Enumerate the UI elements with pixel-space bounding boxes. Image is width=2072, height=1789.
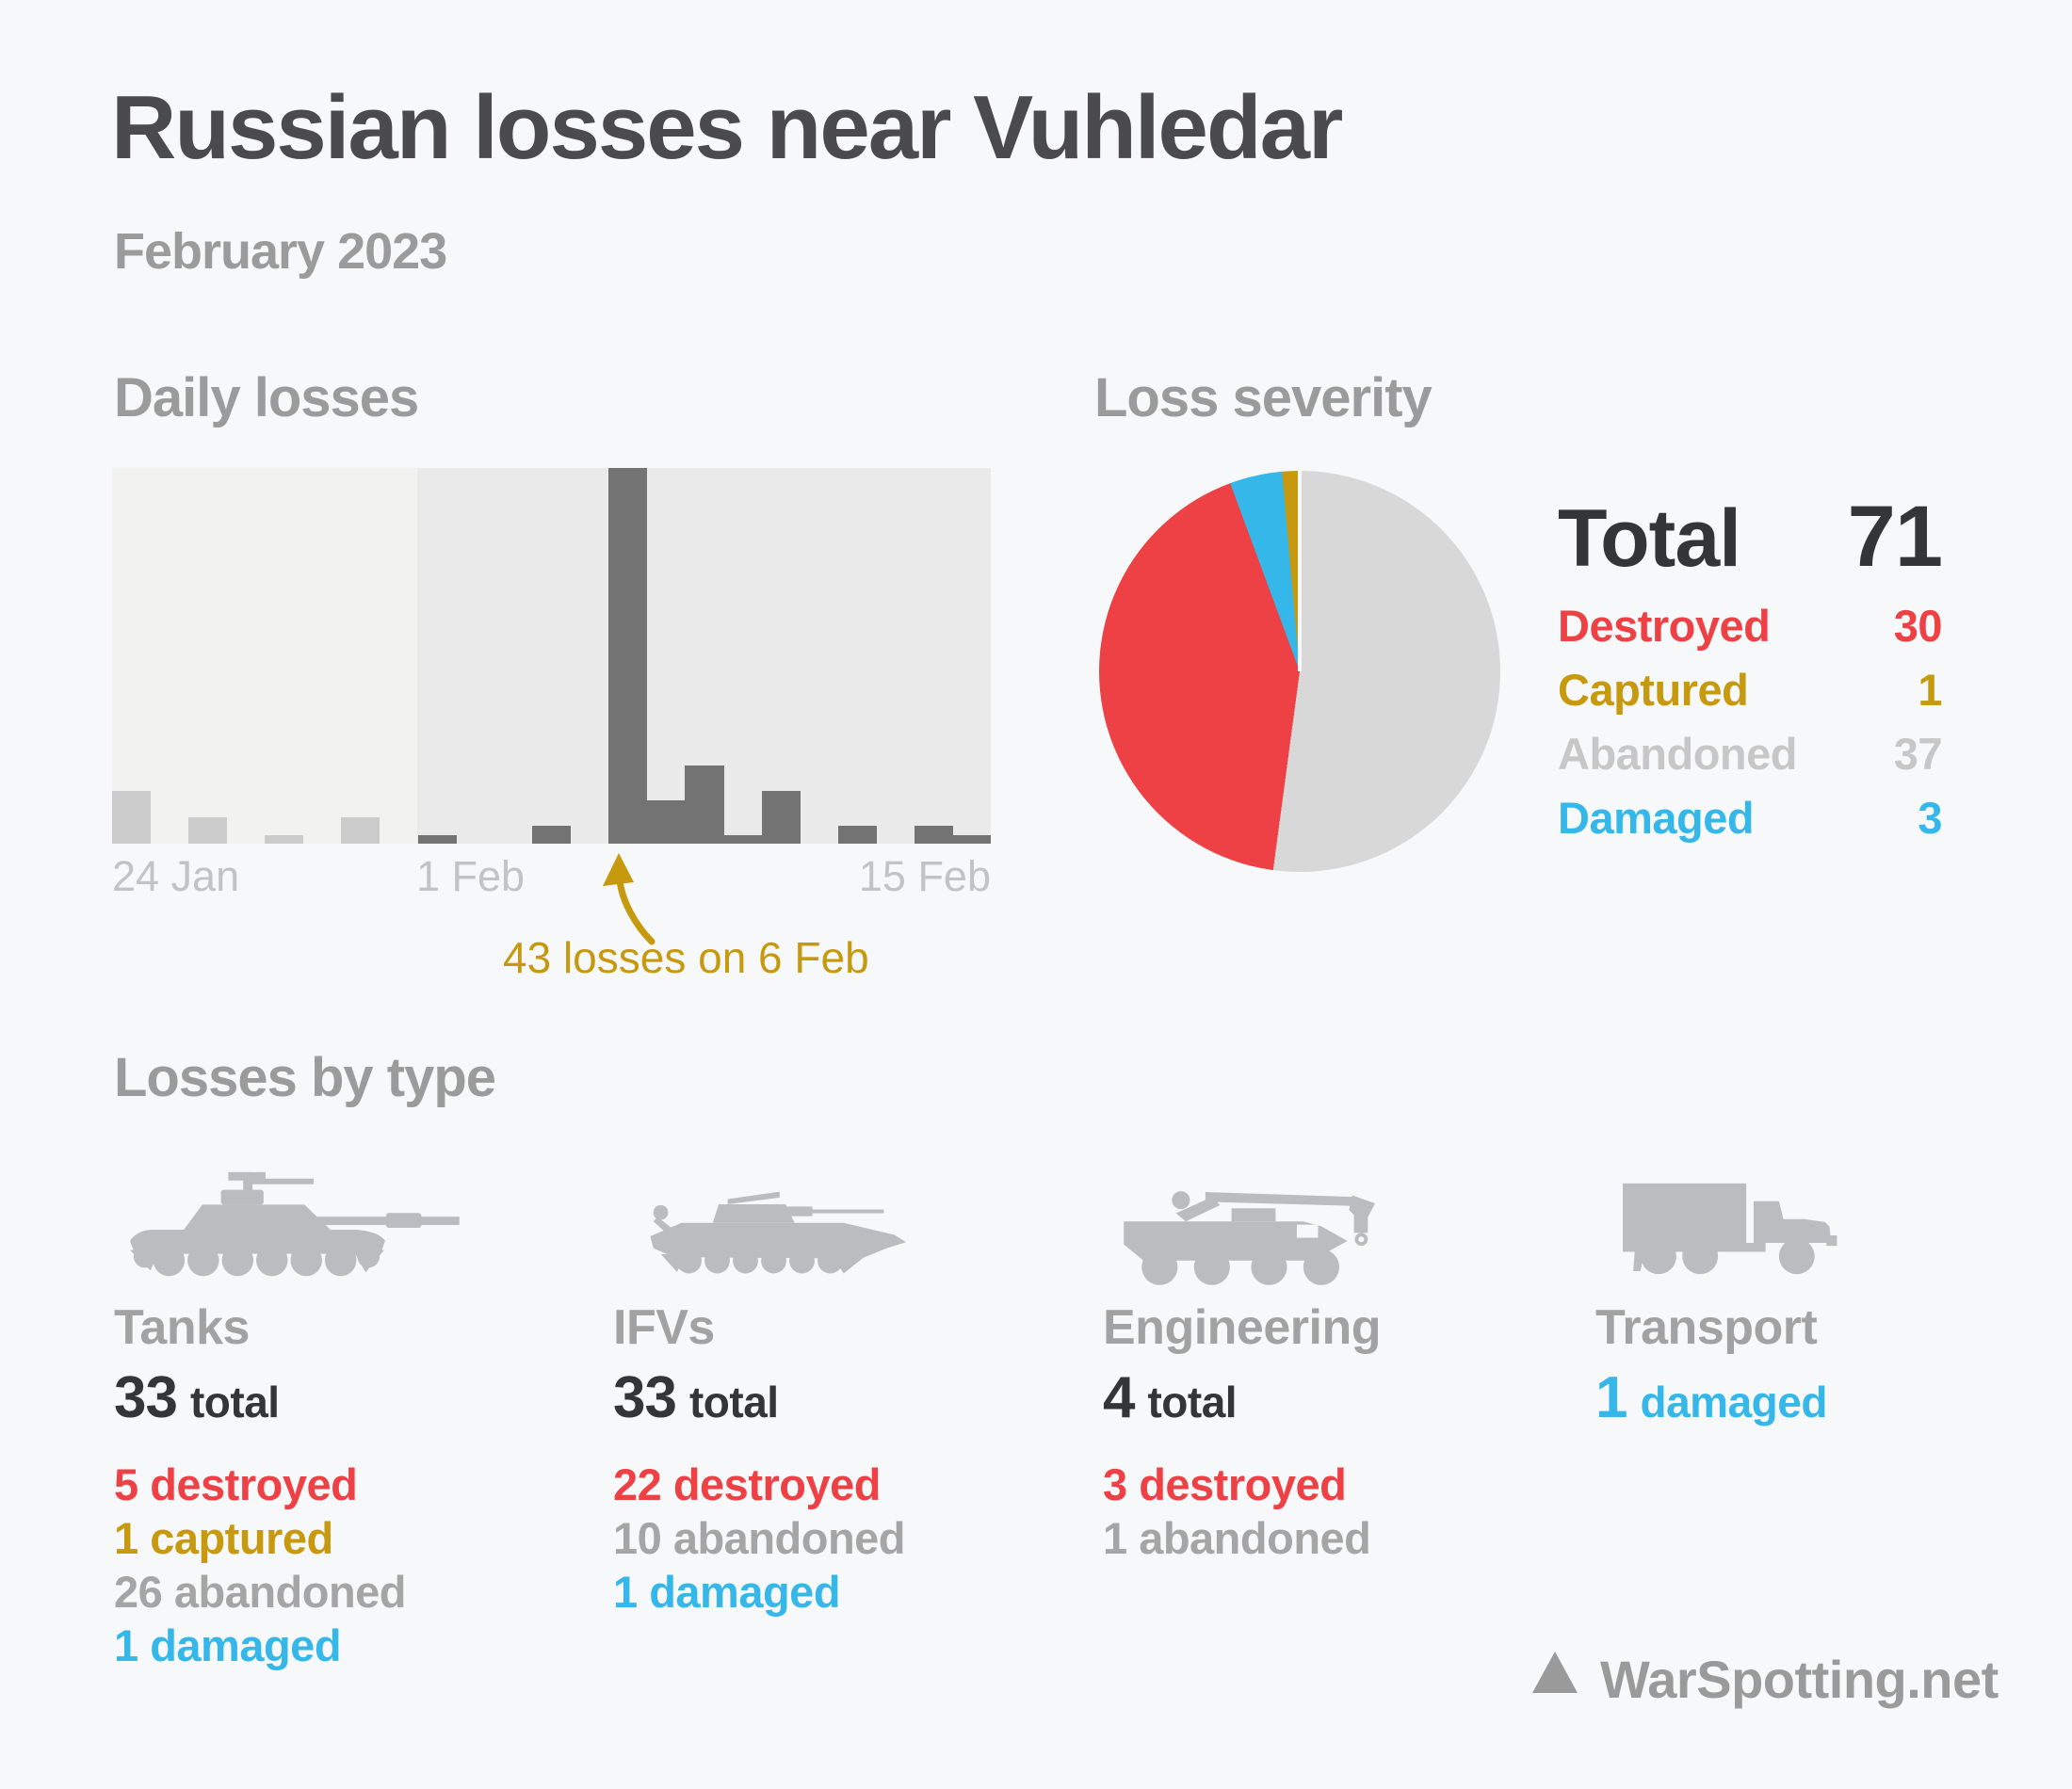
legend-value: 1 — [1918, 665, 1942, 715]
stat-row-destroyed: 5 destroyed — [114, 1459, 358, 1509]
stat-row-captured: 1 captured — [114, 1513, 333, 1563]
type-stats: 5 destroyed 1 captured 26 abandoned 1 damag… — [114, 1458, 566, 1672]
type-column-tanks: Tanks 33 total 5 destroyed 1 captured 26 aban… — [114, 1160, 566, 1744]
legend-label: Captured — [1558, 665, 1749, 715]
legend-label: Damaged — [1558, 793, 1755, 843]
stat-row-destroyed: 22 destroyed — [613, 1459, 881, 1509]
stat-row-destroyed: 3 destroyed — [1103, 1459, 1347, 1509]
type-headline-label: total — [189, 1378, 280, 1426]
daily-losses-heading: Daily losses — [114, 367, 419, 428]
daily-loss-bar-4-feb — [532, 826, 572, 844]
type-headline-value: 1 — [1595, 1365, 1627, 1430]
stat-row-damaged: 1 damaged — [114, 1620, 342, 1670]
legend-total-row: Total 71 — [1558, 489, 1943, 585]
type-label: Tanks — [114, 1300, 250, 1355]
stat-row-abandoned: 26 abandoned — [114, 1567, 407, 1617]
x-tick-1-feb: 1 Feb — [416, 852, 526, 900]
annotation-arrow-icon — [603, 853, 656, 945]
page-title: Russian losses near Vuhledar — [111, 77, 1343, 178]
brand-footer: WarSpotting.net — [1532, 1646, 1999, 1706]
loss-severity-pie — [1099, 471, 1500, 872]
x-tick-24-jan: 24 Jan — [112, 852, 240, 900]
daily-loss-bar-6-feb — [608, 468, 648, 844]
legend-total-label: Total — [1558, 493, 1741, 584]
daily-loss-bar-14-feb — [914, 826, 953, 844]
stat-row-abandoned: 10 abandoned — [613, 1513, 906, 1563]
daily-loss-bar-9-feb — [723, 834, 763, 844]
x-tick-15-feb: 15 Feb — [858, 852, 991, 900]
january-plot-background — [112, 468, 418, 844]
daily-loss-bar-15-feb — [952, 834, 992, 844]
legend-row-abandoned: Abandoned 37 — [1558, 729, 1943, 779]
daily-loss-bar-28-jan — [265, 834, 304, 844]
type-stats: 3 destroyed 1 abandoned — [1103, 1458, 1555, 1565]
loss-severity-heading: Loss severity — [1094, 367, 1433, 428]
legend-row-captured: Captured 1 — [1558, 668, 1942, 712]
type-label: Engineering — [1103, 1300, 1381, 1355]
warspotting-triangle-icon — [1532, 1652, 1578, 1693]
legend-row-damaged: Damaged 3 — [1558, 796, 1942, 840]
legend-label: Destroyed — [1558, 601, 1771, 651]
type-label: Transport — [1595, 1300, 1818, 1355]
daily-loss-bar-26-jan — [188, 817, 228, 844]
type-headline-value: 33 — [613, 1365, 677, 1430]
legend-label: Abandoned — [1558, 729, 1797, 779]
legend-total-value: 71 — [1847, 489, 1943, 585]
type-headline-label: damaged — [1640, 1378, 1827, 1426]
type-headline-label: total — [688, 1378, 779, 1426]
daily-loss-bar-12-feb — [837, 826, 877, 844]
type-column-transport: Transport 1 damaged — [1595, 1160, 2048, 1744]
type-headline: 1 damaged — [1595, 1369, 1827, 1427]
daily-losses-chart — [112, 468, 992, 844]
daily-loss-bar-8-feb — [685, 765, 724, 844]
type-headline: 33 total — [114, 1369, 280, 1427]
page-subtitle: February 2023 — [114, 223, 447, 280]
losses-by-type-heading: Losses by type — [114, 1047, 496, 1108]
type-stats: 22 destroyed 10 abandoned 1 damaged — [613, 1458, 1065, 1619]
type-column-engineering: Engineering 4 total 3 destroyed 1 abandoned — [1103, 1160, 1555, 1744]
loss-severity-legend: Total 71 Destroyed 30 Captured 1 Abandoned 37… — [1558, 489, 1943, 885]
type-column-ifvs: IFVs 33 total 22 destroyed 10 abandoned 1 dam… — [613, 1160, 1065, 1744]
daily-loss-bar-7-feb — [646, 799, 686, 844]
type-headline-label: total — [1147, 1378, 1238, 1426]
daily-loss-bar-10-feb — [761, 791, 801, 844]
legend-value: 30 — [1893, 601, 1943, 651]
peak-annotation: 43 losses on 6 Feb — [503, 933, 869, 982]
legend-value: 37 — [1893, 729, 1943, 779]
daily-loss-bar-24-jan — [112, 791, 152, 844]
stat-row-abandoned: 1 abandoned — [1103, 1513, 1371, 1563]
type-label: IFVs — [613, 1300, 715, 1355]
type-headline: 4 total — [1103, 1365, 1238, 1430]
daily-loss-bar-1-feb — [417, 834, 457, 844]
type-headline: 33 total — [613, 1369, 779, 1427]
daily-loss-bar-30-jan — [341, 817, 380, 844]
type-headline-value: 4 — [1103, 1365, 1135, 1430]
legend-value: 3 — [1918, 793, 1942, 843]
stat-row-damaged: 1 damaged — [613, 1567, 841, 1617]
legend-row-destroyed: Destroyed 30 — [1558, 601, 1943, 651]
type-headline-value: 33 — [114, 1365, 178, 1430]
brand-name: WarSpotting.net — [1600, 1650, 1999, 1709]
